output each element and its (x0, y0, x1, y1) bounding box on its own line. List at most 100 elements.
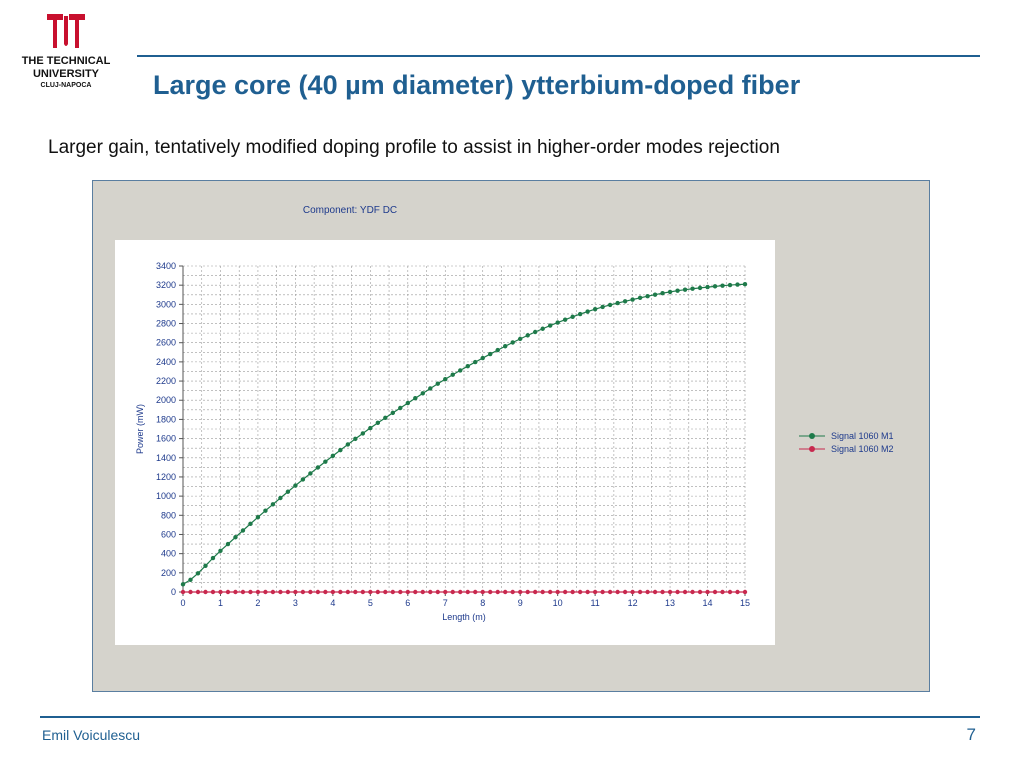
series-point-1 (308, 471, 313, 476)
series-point-2 (622, 589, 628, 595)
series-point-1 (615, 300, 620, 306)
series-point-1 (660, 291, 665, 296)
series-point-1 (300, 477, 306, 482)
series-point-2 (315, 589, 321, 595)
slide-subtitle: Larger gain, tentatively modified doping… (48, 137, 780, 158)
series-point-2 (465, 589, 470, 595)
series-point-1 (712, 284, 718, 289)
logo-line-2: UNIVERSITY (32, 68, 99, 80)
series-point-2 (248, 589, 253, 595)
series-point-2 (368, 589, 373, 595)
series-point-1 (510, 340, 515, 345)
series-point-2 (735, 589, 740, 595)
series-point-2 (458, 589, 463, 595)
series-point-2 (705, 589, 710, 595)
series-point-2 (495, 589, 500, 595)
x-tick-label: 14 (703, 598, 713, 608)
series-point-2 (345, 589, 351, 595)
series-point-2 (390, 589, 396, 595)
y-tick-label: 3000 (156, 299, 176, 309)
series-point-1 (345, 442, 351, 447)
series-point-1 (720, 283, 725, 288)
series-point-2 (210, 589, 216, 595)
legend-marker-m2 (799, 446, 825, 452)
series-point-1 (270, 502, 276, 507)
series-point-2 (690, 589, 695, 595)
series-point-2 (720, 589, 725, 595)
legend-label-m2: Signal 1060 M2 (831, 444, 894, 454)
series-point-2 (278, 589, 283, 595)
y-tick-label: 2000 (156, 395, 176, 405)
series-point-2 (592, 589, 598, 595)
series-point-1 (562, 317, 568, 322)
series-point-1 (293, 483, 298, 488)
series-point-1 (390, 410, 396, 416)
series-point-2 (675, 589, 680, 595)
series-point-1 (480, 355, 485, 361)
series-point-2 (480, 589, 485, 595)
series-point-1 (495, 347, 500, 353)
series-point-1 (667, 289, 673, 295)
chart-title: Component: YDF DC (302, 205, 398, 216)
series-point-1 (353, 436, 358, 442)
series-point-2 (473, 589, 478, 595)
series-point-2 (450, 589, 455, 595)
plot-area: 0 200 400 600 800 1000 1200 1400 1600 1800 2000 220… (115, 240, 775, 645)
x-tick-label: 2 (255, 598, 260, 608)
series-point-1 (383, 415, 388, 421)
series-point-2 (547, 589, 553, 595)
series-point-2 (360, 589, 366, 595)
series-point-1 (458, 368, 463, 373)
slide-title: Large core (40 µm diameter) ytterbium-do… (153, 70, 801, 100)
series-point-1 (682, 287, 688, 292)
series-point-1 (607, 302, 613, 308)
x-axis-label: Length (m) (442, 612, 486, 622)
series-point-2 (645, 589, 650, 595)
series-point-2 (585, 589, 590, 595)
series-point-2 (353, 589, 358, 595)
series-point-2 (615, 589, 620, 595)
series-point-1 (218, 548, 223, 553)
series-point-2 (682, 589, 688, 595)
x-tick-label: 10 (553, 598, 563, 608)
series-point-1 (600, 304, 605, 310)
x-tick-label: 4 (330, 598, 335, 608)
series-point-2 (510, 589, 515, 595)
series-point-1 (278, 495, 283, 501)
series-point-2 (540, 589, 545, 595)
series-point-1 (315, 465, 321, 470)
series-point-1 (450, 372, 455, 377)
x-tick-label: 3 (293, 598, 298, 608)
series-point-2 (398, 589, 403, 595)
series-point-2 (323, 589, 328, 595)
series-point-1 (368, 425, 373, 431)
author-name: Emil Voiculescu (42, 727, 141, 743)
header-rule (137, 55, 980, 57)
series-point-1 (592, 306, 598, 312)
y-tick-label: 200 (161, 568, 176, 578)
series-point-2 (555, 589, 560, 595)
page-number: 7 (966, 725, 976, 744)
series-point-2 (285, 589, 291, 595)
x-tick-label: 7 (443, 598, 448, 608)
x-tick-label: 15 (740, 598, 750, 608)
series-point-1 (630, 297, 635, 302)
series-point-2 (667, 589, 673, 595)
y-tick-label: 1800 (156, 414, 176, 424)
series-point-1 (742, 282, 748, 287)
logo-line-1: THE TECHNICAL (21, 55, 111, 67)
series-point-2 (375, 589, 381, 595)
series-point-2 (577, 589, 583, 595)
y-tick-label: 2600 (156, 338, 176, 348)
series-point-2 (600, 589, 605, 595)
series-point-2 (203, 589, 208, 595)
series-point-1 (203, 563, 208, 569)
series-point-2 (293, 589, 298, 595)
x-tick-label: 11 (590, 598, 599, 608)
series-point-1 (547, 323, 553, 328)
series-point-1 (330, 453, 336, 459)
series-point-1 (540, 326, 545, 331)
series-point-1 (443, 376, 448, 382)
series-point-1 (525, 333, 530, 338)
y-tick-label: 2200 (156, 376, 176, 386)
